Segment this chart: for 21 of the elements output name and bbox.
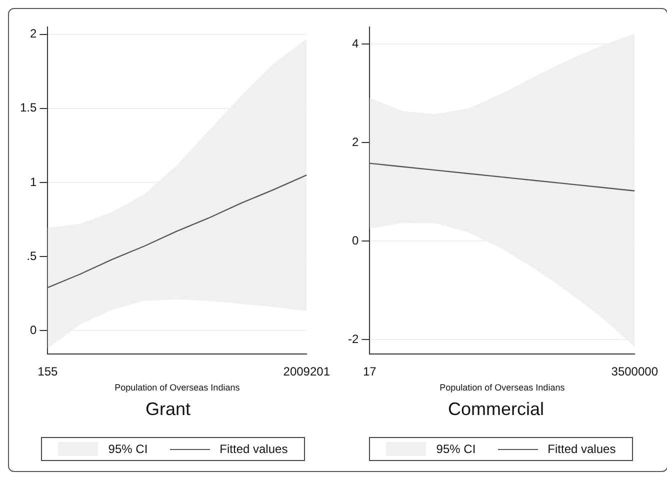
- y-tick-label: 2: [352, 134, 359, 149]
- text: 95% CI: [436, 442, 476, 456]
- x-axis-title: Population of Overseas Indians: [114, 382, 240, 392]
- x-axis-title: Population of Overseas Indians: [440, 382, 566, 392]
- x-tick-label: 17: [362, 364, 377, 379]
- legend-label: Fitted values: [548, 442, 616, 456]
- y-tick-label: .5: [26, 248, 37, 263]
- y-tick-label: 0: [30, 322, 37, 337]
- x-tick-label: 155: [38, 364, 58, 379]
- text: Commercial: [448, 399, 544, 420]
- y-tick-label: 1: [30, 174, 37, 189]
- legend-label: Fitted values: [220, 442, 288, 456]
- y-tick-label: 2: [30, 26, 37, 41]
- text: Grant: [145, 399, 191, 420]
- y-tick-label: 1.5: [20, 100, 37, 115]
- x-tick-label: 2009201: [283, 364, 330, 379]
- y-tick-label: 4: [352, 36, 359, 51]
- text: 95% CI: [108, 442, 148, 456]
- y-tick-label: -2: [348, 332, 359, 346]
- x-tick-label: 3500000: [611, 364, 658, 379]
- y-tick-label: 0: [352, 233, 359, 248]
